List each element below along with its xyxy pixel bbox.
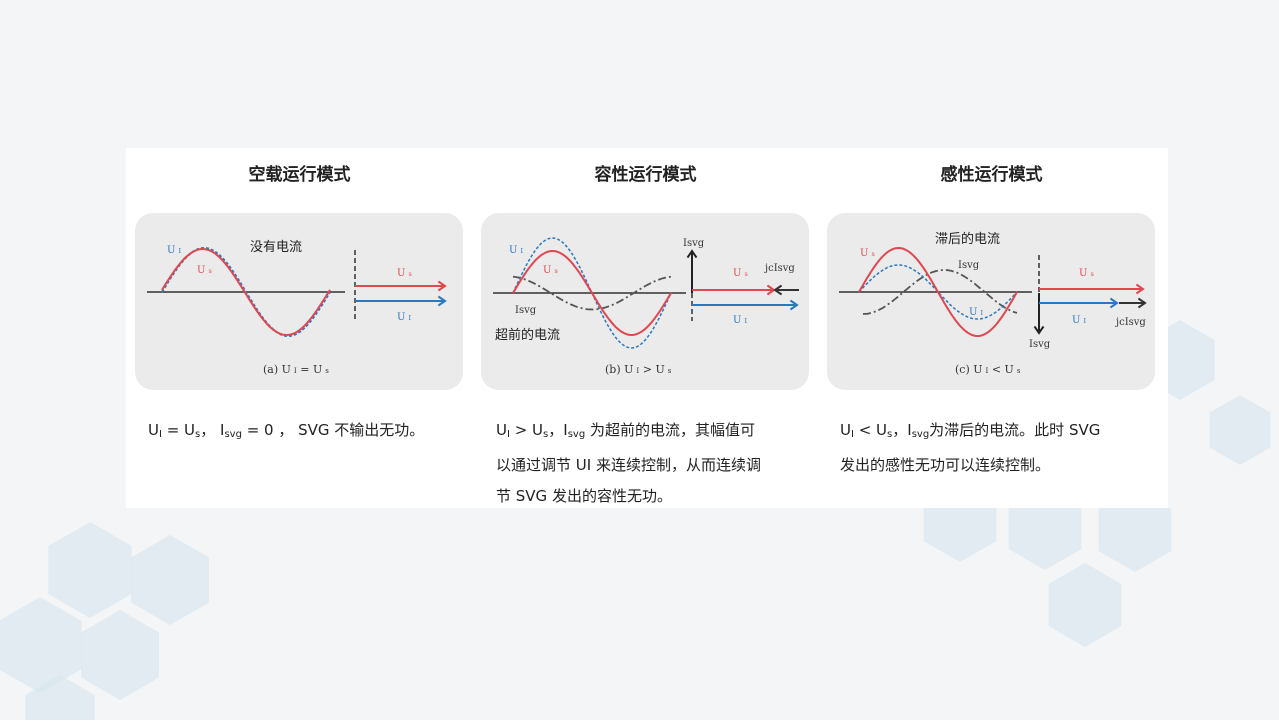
- caption-subscript: s: [543, 429, 549, 440]
- no-current-label: 没有电流: [250, 240, 302, 255]
- caption-text: U: [840, 421, 851, 439]
- hexagon-shape: [81, 610, 159, 700]
- hexagon-shape: [1209, 395, 1271, 465]
- caption-subscript: s: [195, 429, 201, 440]
- isvg-phasor-label: Isvg: [1029, 339, 1051, 350]
- caption-text: 以通过调节 UI 来连续控制，从而连续调: [496, 456, 761, 474]
- title-capacitive: 容性运行模式: [594, 165, 697, 185]
- hexagon-shape: [48, 522, 132, 618]
- ui-waveform: [858, 264, 1018, 320]
- caption-subscript: svg: [224, 429, 242, 440]
- jcisvg-label: jcIsvg: [1115, 317, 1146, 328]
- us-phasor-head: [1135, 283, 1145, 295]
- hexagon-shape: [1098, 488, 1172, 572]
- caption-text: 发出的感性无功可以连续控制。: [840, 456, 1051, 474]
- caption-no-load: UI = Us， Isvg = 0 ， SVG 不输出无功。: [148, 415, 424, 450]
- caption-text: < U: [853, 421, 888, 439]
- us-waveform: [512, 249, 672, 337]
- ui-phasor-head: [1109, 297, 1119, 309]
- caption-subscript: svg: [911, 429, 930, 440]
- isvg-label: Isvg: [515, 305, 537, 316]
- caption-subscript: svg: [567, 429, 586, 440]
- caption-text: ， I: [200, 421, 225, 439]
- isvg-phasor-label: Isvg: [683, 238, 705, 249]
- caption-text: U: [496, 421, 507, 439]
- caption-subscript: I: [158, 429, 162, 440]
- caption-capacitive: UI > Us，Isvg 为超前的电流，其幅值可以通过调节 UI 来连续控制，从…: [496, 415, 761, 512]
- caption-text: U: [148, 421, 159, 439]
- ui-phasor-head: [437, 295, 447, 307]
- caption-subscript: s: [887, 429, 893, 440]
- us-phasor-head: [437, 280, 447, 292]
- caption-subscript: I: [850, 429, 854, 440]
- jcisvg-label: jcIsvg: [764, 263, 795, 274]
- caption-text: 节 SVG 发出的容性无功。: [496, 487, 672, 505]
- jcisvg-phasor-head: [1137, 297, 1147, 309]
- caption-text: 为滞后的电流。此时 SVG: [929, 421, 1101, 439]
- isvg-waveform: [512, 275, 672, 311]
- caption-text: 为超前的电流，其幅值可: [585, 421, 755, 439]
- hexagon-shape: [25, 675, 95, 720]
- ui-phasor-head: [789, 299, 799, 311]
- isvg-waveform: [862, 269, 1018, 315]
- caption-subscript: I: [506, 429, 510, 440]
- lagging-current-label: 滞后的电流: [935, 231, 1000, 247]
- us-waveform: [161, 247, 331, 337]
- title-inductive: 感性运行模式: [940, 165, 1043, 185]
- isvg-phasor-head: [1033, 325, 1045, 335]
- caption-text: > U: [509, 421, 544, 439]
- hexagon-shape: [0, 597, 82, 693]
- caption-text: = 0 ， SVG 不输出无功。: [241, 421, 425, 439]
- isvg-label: Isvg: [958, 260, 980, 271]
- jcisvg-phasor-head: [773, 284, 783, 296]
- caption-text: = U: [161, 421, 196, 439]
- hexagon-shape: [131, 535, 209, 625]
- caption-inductive: UI < Us，Isvg为滞后的电流。此时 SVG 发出的感性无功可以连续控制。: [840, 415, 1100, 481]
- hexagon-shape: [1048, 563, 1122, 647]
- leading-current-label: 超前的电流: [495, 327, 560, 343]
- us-waveform: [858, 246, 1018, 338]
- caption-text: ，I: [892, 421, 912, 439]
- title-no-load: 空载运行模式: [248, 165, 351, 185]
- isvg-phasor-head: [686, 249, 698, 259]
- caption-text: ，I: [548, 421, 568, 439]
